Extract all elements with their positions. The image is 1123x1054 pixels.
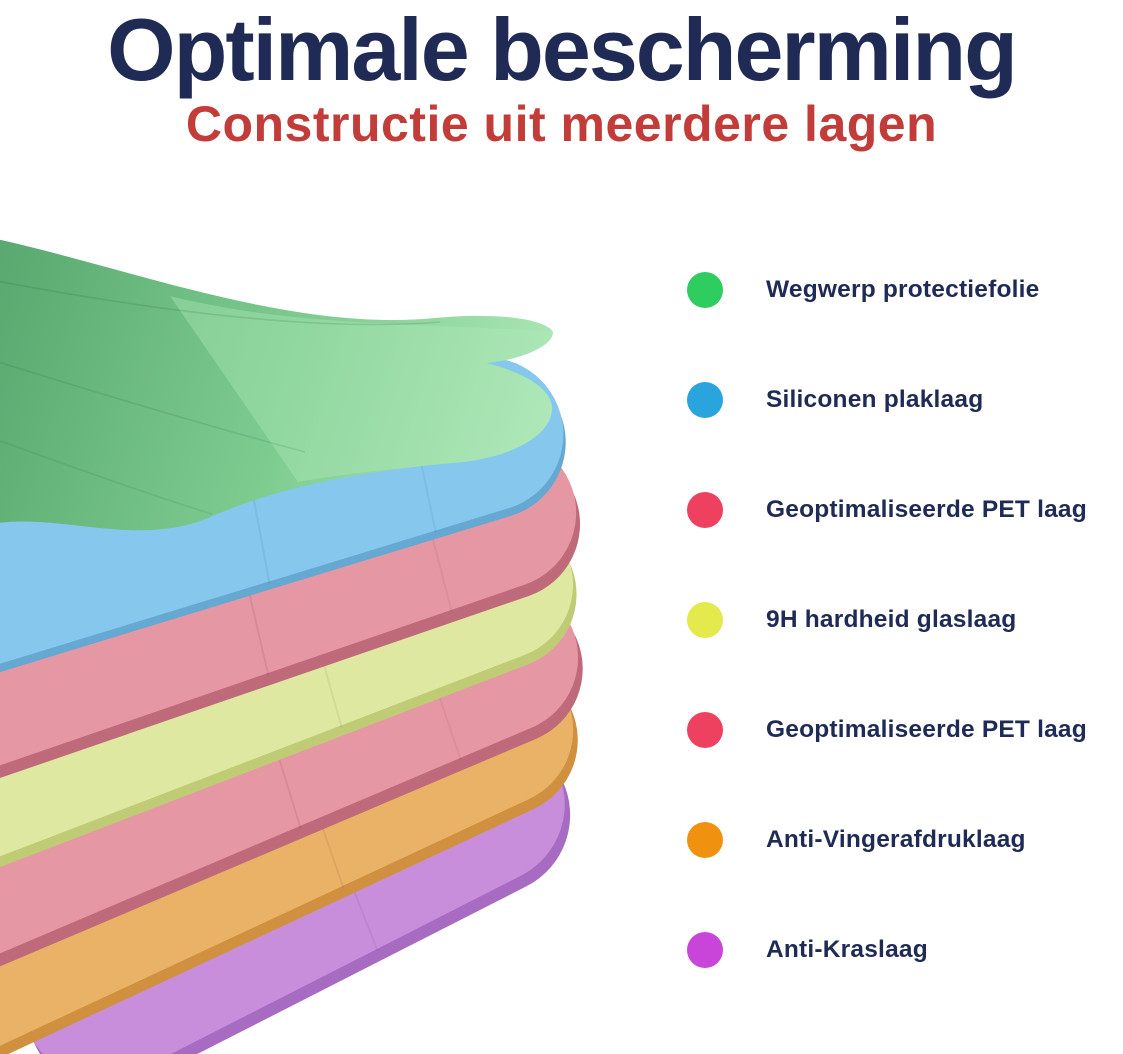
- film-crease: [0, 361, 306, 453]
- legend-label: Anti-Vingerafdruklaag: [766, 826, 1026, 853]
- orange-dot-icon: [687, 822, 723, 858]
- layer-stack-illustration: [0, 220, 640, 1054]
- film-body: [0, 239, 553, 531]
- legend: Wegwerp protectiefolie Siliconen plaklaa…: [687, 272, 1123, 968]
- legend-label: Wegwerp protectiefolie: [766, 276, 1040, 303]
- legend-label: 9H hardheid glaslaag: [766, 606, 1017, 633]
- magenta-dot-icon: [687, 932, 723, 968]
- legend-item-wegwerp-protectiefolie: Wegwerp protectiefolie: [687, 272, 1123, 308]
- legend-label: Geoptimaliseerde PET laag: [766, 496, 1087, 523]
- pink-dot-icon: [687, 712, 723, 748]
- legend-item-geoptimaliseerde-pet-laag-2: Geoptimaliseerde PET laag: [687, 712, 1123, 748]
- legend-item-siliconen-plaklaag: Siliconen plaklaag: [687, 382, 1123, 418]
- legend-label: Siliconen plaklaag: [766, 386, 984, 413]
- yellow-dot-icon: [687, 602, 723, 638]
- layer-stack-svg: [0, 239, 583, 1054]
- layer-wegwerp-protectiefolie: [0, 239, 553, 531]
- green-dot-icon: [687, 272, 723, 308]
- page-subtitle: Constructie uit meerdere lagen: [185, 96, 938, 153]
- legend-item-9h-hardheid-glaslaag: 9H hardheid glaslaag: [687, 602, 1123, 638]
- film-crease: [0, 280, 441, 326]
- legend-item-anti-vingerafdruklaag: Anti-Vingerafdruklaag: [687, 822, 1123, 858]
- blue-dot-icon: [687, 382, 723, 418]
- header: Optimale bescherming Constructie uit mee…: [0, 0, 1123, 149]
- pink-dot-icon: [687, 492, 723, 528]
- legend-label: Geoptimaliseerde PET laag: [766, 716, 1087, 743]
- legend-item-anti-kraslaag: Anti-Kraslaag: [687, 932, 1123, 968]
- film-crease: [0, 440, 213, 515]
- film-highlight: [170, 296, 553, 482]
- page-title: Optimale bescherming: [107, 0, 1018, 99]
- legend-item-geoptimaliseerde-pet-laag-1: Geoptimaliseerde PET laag: [687, 492, 1123, 528]
- legend-label: Anti-Kraslaag: [766, 936, 928, 963]
